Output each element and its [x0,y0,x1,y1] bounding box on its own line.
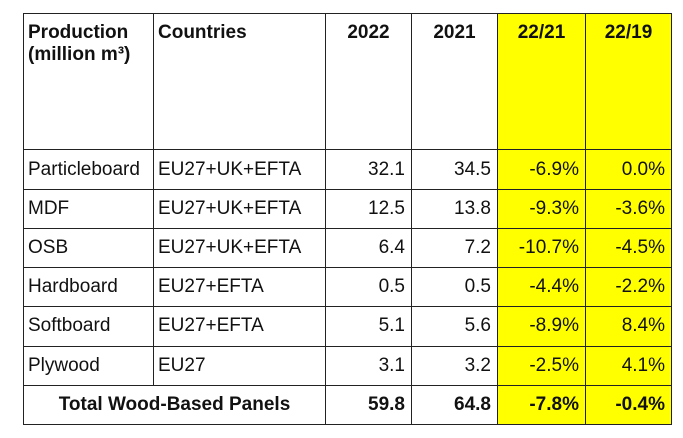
total-2021: 64.8 [411,384,498,426]
table-row: MDF EU27+UK+EFTA 12.5 13.8 -9.3% -3.6% [23,188,672,229]
header-production: Production (million m³) [23,12,154,151]
header-change-22-21: 22/21 [497,12,586,151]
table-row: Softboard EU27+EFTA 5.1 5.6 -8.9% 8.4% [23,306,672,347]
header-2021: 2021 [411,12,498,151]
cell-countries: EU27+EFTA [153,267,326,308]
cell-product: OSB [23,227,154,269]
cell-change-22-19: -3.6% [585,188,672,229]
table-row: Particleboard EU27+UK+EFTA 32.1 34.5 -6.9% 0.… [23,149,672,190]
cell-2021: 3.2 [411,345,498,386]
cell-change-22-19: 4.1% [585,345,672,386]
cell-change-22-21: -6.9% [497,149,586,190]
cell-2021: 0.5 [411,267,498,308]
table-row: Plywood EU27 3.1 3.2 -2.5% 4.1% [23,345,672,386]
total-row: Total Wood-Based Panels 59.8 64.8 -7.8% … [23,384,672,426]
header-change-22-19: 22/19 [585,12,672,151]
cell-product: MDF [23,188,154,229]
cell-2022: 32.1 [325,149,412,190]
cell-2022: 0.5 [325,267,412,308]
cell-countries: EU27+UK+EFTA [153,188,326,229]
header-countries: Countries [153,12,326,151]
cell-product: Softboard [23,306,154,347]
cell-2022: 12.5 [325,188,412,229]
cell-change-22-21: -9.3% [497,188,586,229]
cell-2022: 3.1 [325,345,412,386]
cell-product: Hardboard [23,267,154,308]
cell-2021: 34.5 [411,149,498,190]
table-row: OSB EU27+UK+EFTA 6.4 7.2 -10.7% -4.5% [23,227,672,269]
cell-change-22-21: -8.9% [497,306,586,347]
cell-2022: 6.4 [325,227,412,269]
cell-countries: EU27+UK+EFTA [153,227,326,269]
cell-countries: EU27+EFTA [153,306,326,347]
cell-2021: 5.6 [411,306,498,347]
cell-2022: 5.1 [325,306,412,347]
cell-change-22-21: -10.7% [497,227,586,269]
cell-change-22-21: -2.5% [497,345,586,386]
total-change-22-19: -0.4% [585,384,672,426]
production-table: Production (million m³) Countries 2022 20… [23,12,672,426]
header-2022: 2022 [325,12,412,151]
cell-change-22-19: -4.5% [585,227,672,269]
cell-change-22-19: 8.4% [585,306,672,347]
table-row: Hardboard EU27+EFTA 0.5 0.5 -4.4% -2.2% [23,267,672,308]
cell-change-22-19: -2.2% [585,267,672,308]
header-production-label: Production [28,22,129,43]
total-label: Total Wood-Based Panels [23,384,326,426]
header-unit-label: (million m³) [28,44,131,65]
total-change-22-21: -7.8% [497,384,586,426]
cell-change-22-19: 0.0% [585,149,672,190]
cell-product: Particleboard [23,149,154,190]
total-2022: 59.8 [325,384,412,426]
cell-2021: 13.8 [411,188,498,229]
cell-product: Plywood [23,345,154,386]
cell-countries: EU27+UK+EFTA [153,149,326,190]
cell-change-22-21: -4.4% [497,267,586,308]
cell-2021: 7.2 [411,227,498,269]
cell-countries: EU27 [153,345,326,386]
header-row: Production (million m³) Countries 2022 20… [23,12,672,151]
